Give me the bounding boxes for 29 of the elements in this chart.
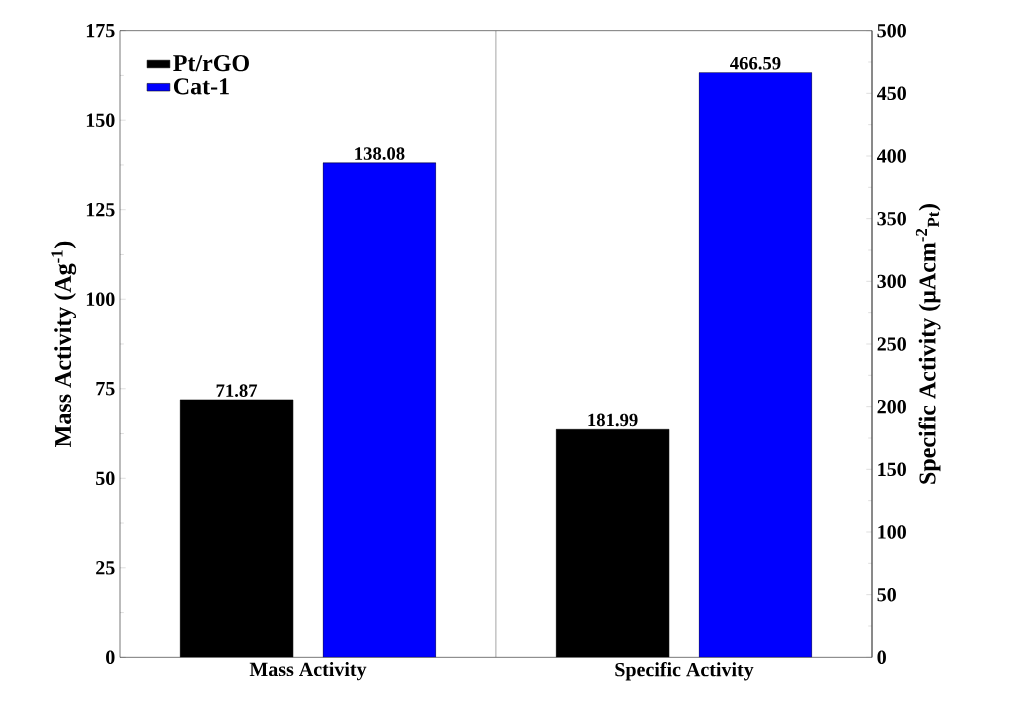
y2-tick-label: 300 [877, 274, 906, 289]
y2-tick-label: 200 [877, 399, 906, 414]
y-tick-label: 50 [96, 471, 115, 486]
legend-label: Pt/rGO [173, 55, 249, 72]
y2-tick-label: 50 [877, 587, 896, 602]
y-tick-label: 75 [96, 382, 115, 396]
data-label: 466.59 [730, 56, 781, 70]
y2-axis-title: Specific Activity (μAcm$^{-2}$$_{Pt}$) [915, 204, 941, 484]
data-label: 71.87 [216, 384, 258, 398]
y2-tick-label: 100 [878, 525, 906, 539]
y-tick-label: 175 [86, 23, 115, 38]
y-tick-label: 0 [106, 650, 115, 665]
y2-tick-label: 400 [876, 149, 906, 163]
y2-tick-label: 350 [877, 211, 906, 226]
legend-label: Cat-1 [173, 78, 229, 95]
y2-tick-label: 0 [877, 650, 886, 665]
y-tick-label: 150 [86, 113, 115, 127]
y-tick-label: 25 [96, 561, 115, 575]
y-tick-label: 100 [86, 292, 115, 306]
y2-tick-label: 150 [878, 462, 906, 477]
data-label: 181.99 [588, 413, 638, 427]
y2-tick-label: 250 [877, 337, 906, 351]
y-axis-title: Mass Activity (Ag$^{-1}$) [51, 241, 77, 447]
x-tick-label: Specific Activity [615, 662, 754, 681]
y2-tick-label: 450 [876, 86, 906, 101]
y-tick-label: 125 [86, 203, 115, 217]
x-tick-label: Mass Activity [249, 662, 367, 681]
y2-tick-label: 500 [877, 23, 906, 38]
data-label: 138.08 [355, 147, 405, 160]
